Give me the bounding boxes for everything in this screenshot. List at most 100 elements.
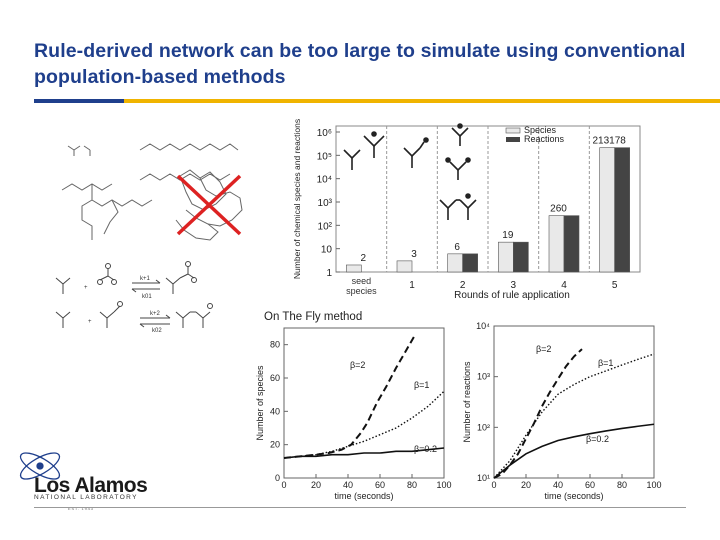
series-line-2	[493, 423, 655, 479]
molecule-sketches	[61, 143, 243, 241]
bar-species	[447, 253, 463, 273]
bar-x-tick-label: seed	[352, 276, 372, 286]
bar-y-tick-label: 10⁴	[317, 175, 332, 186]
series-label: β=2	[350, 360, 365, 370]
reactions-line-chart: 0 20 40 60 80 100 10¹ 10² 10³ 10⁴ β=2 β=1 β=0.2 tim…	[462, 321, 662, 501]
line1-series-labels: β=2 β=1 β=0.2	[350, 360, 437, 454]
line2-axes: 0 20 40 60 80 100 10¹ 10² 10³ 10⁴	[476, 321, 661, 490]
reaction-labels: + + k+1 k01 k+2 k02	[84, 276, 162, 334]
series-label: β=1	[598, 358, 613, 368]
y-tick-label: 10¹	[477, 473, 490, 483]
molecule-dimer-icon	[67, 145, 91, 156]
series-label: β=0.2	[414, 444, 437, 454]
y-tick-label: 0	[275, 473, 280, 483]
logo-subtitle: NATIONAL LABORATORY	[34, 494, 138, 501]
series-line-2	[283, 447, 445, 459]
y-tick-label: 80	[270, 340, 280, 350]
round2-molecule-icon	[445, 157, 471, 180]
line1-frame	[283, 327, 445, 479]
rate-forward-2: k+2	[150, 311, 161, 317]
bar-molecule-icons	[343, 123, 477, 220]
bar-data-label: 2	[361, 253, 367, 264]
rate-reverse-1: k01	[142, 294, 152, 300]
bar-y-tick-label: 10²	[318, 221, 333, 232]
bar-y-axis-label: Number of chemical species and reactions	[292, 119, 302, 279]
x-tick-label: 40	[343, 480, 353, 490]
bar-x-tick-label: 3	[511, 280, 517, 291]
series-line-0	[493, 348, 583, 479]
line2-x-axis-label: time (seconds)	[544, 491, 603, 501]
series-label: β=2	[536, 344, 551, 354]
ligand-icon	[97, 263, 117, 285]
logo-name: Los Alamos	[34, 474, 148, 497]
x-tick-label: 20	[521, 480, 531, 490]
title-rule	[34, 99, 720, 103]
bar-x-tick-label: 4	[561, 280, 567, 291]
line-chart-title: On The Fly method	[264, 311, 362, 323]
bar-y-tick-label: 10⁵	[317, 151, 332, 162]
bar-y-axis: 1 10 10² 10³ 10⁴ 10⁵ 10⁶	[317, 128, 340, 279]
bar-y-tick-label: 1	[326, 268, 332, 279]
x-tick-label: 0	[491, 480, 496, 490]
bar-species	[396, 260, 413, 273]
logo-est: EST. 1943	[68, 506, 94, 511]
round1-molecule-icon	[403, 137, 429, 168]
series-line-1	[493, 353, 655, 479]
bar-y-tick-label: 10⁶	[317, 128, 332, 139]
complex-icon	[165, 261, 197, 294]
line1-axes: 0 20 40 60 80 100 0 20 40 60 80	[270, 340, 452, 490]
series-label: β=1	[414, 380, 429, 390]
line2-frame	[493, 325, 655, 479]
species-line-chart: On The Fly method 0 20 40 60 80 100020406080 …	[255, 311, 452, 501]
bar-reactions	[513, 241, 529, 273]
monomer-icon	[55, 311, 71, 328]
series-line-0	[283, 334, 417, 459]
slide-title: Rule-derived network can be too large to…	[34, 40, 686, 88]
legend-label-reactions: Reactions	[524, 134, 565, 144]
line1-x-axis-label: time (seconds)	[334, 491, 393, 501]
legend-label-species: Species	[524, 125, 557, 135]
bar-data-labels: 2 3 6 19 260 213178	[361, 136, 627, 264]
y-tick-label: 10⁴	[476, 321, 490, 331]
atom-logo-icon	[19, 452, 61, 480]
bar-y-tick-label: 10³	[318, 198, 333, 209]
reaction-scheme	[55, 261, 213, 328]
x-tick-label: 100	[436, 480, 451, 490]
x-tick-label: 20	[311, 480, 321, 490]
bar-x-tick-label: 2	[460, 280, 466, 291]
bar-data-label: 19	[502, 230, 514, 241]
ligand-bound-icon	[99, 301, 123, 328]
x-tick-label: 80	[407, 480, 417, 490]
bar-data-label: 3	[411, 249, 417, 260]
seed-molecule-icon	[363, 131, 385, 158]
bar-data-label: 6	[454, 242, 460, 253]
bar-species	[599, 147, 615, 273]
line1-series	[283, 334, 445, 459]
seed-molecule-icon	[343, 149, 361, 170]
footer-rule	[34, 507, 686, 508]
bar-chart: 1 10 10² 10³ 10⁴ 10⁵ 10⁶ 2 3 6 19 260 213178 seedsp…	[292, 119, 641, 301]
y-tick-label: 20	[270, 440, 280, 450]
bar-x-tick-label: 1	[409, 280, 415, 291]
legend-swatch-reactions	[506, 137, 520, 142]
monomer-icon	[55, 277, 71, 294]
series-label: β=0.2	[586, 434, 609, 444]
plus-sign: +	[88, 319, 92, 325]
line2-series	[493, 348, 655, 479]
bar-reactions	[462, 253, 478, 273]
legend-swatch-species	[505, 127, 521, 134]
y-tick-label: 40	[270, 406, 280, 416]
rate-forward-1: k+1	[140, 276, 151, 282]
bar-y-tick-label: 10	[321, 245, 333, 256]
bar-legend: Species Reactions	[505, 125, 565, 144]
bar-reactions	[614, 147, 630, 273]
x-tick-label: 80	[617, 480, 627, 490]
x-tick-label: 100	[646, 480, 661, 490]
x-tick-label: 60	[375, 480, 385, 490]
plus-sign: +	[84, 285, 88, 291]
y-tick-label: 60	[270, 373, 280, 383]
molecule-chain-icon	[61, 143, 239, 240]
x-tick-label: 60	[585, 480, 595, 490]
